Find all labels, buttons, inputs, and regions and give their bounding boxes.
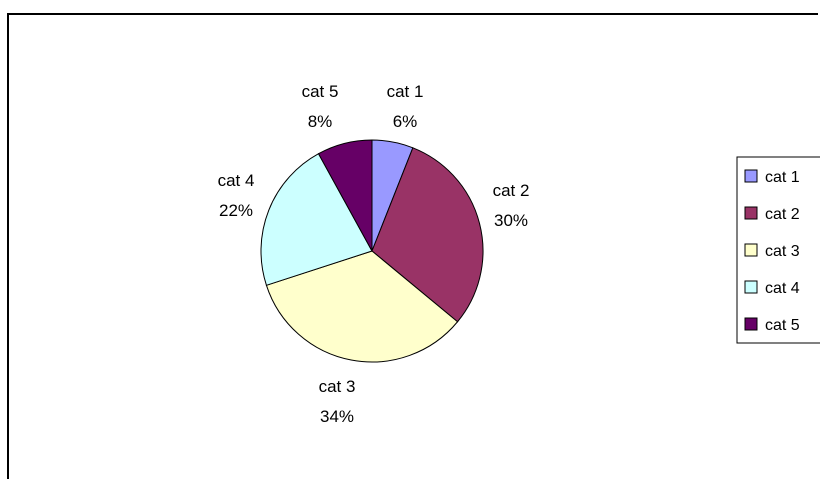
- legend-label-1: cat 1: [765, 169, 800, 186]
- legend-swatch-2: [744, 206, 758, 220]
- legend-swatch-1: [744, 169, 758, 183]
- data-label-category-3: cat 3: [319, 377, 356, 396]
- data-label-category-5: cat 5: [302, 82, 339, 101]
- chart-area: [7, 13, 818, 479]
- pie-slice-2: [371, 147, 484, 323]
- data-label-percent-5: 8%: [308, 112, 333, 131]
- data-label-percent-3: 34%: [320, 407, 354, 426]
- legend-label-3: cat 3: [765, 243, 800, 260]
- pie-slice-4: [260, 153, 373, 286]
- legend-swatch-5: [744, 317, 758, 331]
- pie-slice-5: [317, 139, 373, 252]
- data-label-category-4: cat 4: [218, 171, 255, 190]
- data-label-category-1: cat 1: [387, 82, 424, 101]
- legend-label-2: cat 2: [765, 206, 800, 223]
- legend-swatch-4: [744, 280, 758, 294]
- data-label-percent-4: 22%: [219, 201, 253, 220]
- legend-swatch-3: [744, 243, 758, 257]
- legend-label-5: cat 5: [765, 317, 800, 334]
- data-label-percent-2: 30%: [494, 211, 528, 230]
- pie-slice-3: [265, 250, 459, 363]
- legend-label-4: cat 4: [765, 280, 800, 297]
- data-label-percent-1: 6%: [393, 112, 418, 131]
- data-label-category-2: cat 2: [493, 181, 530, 200]
